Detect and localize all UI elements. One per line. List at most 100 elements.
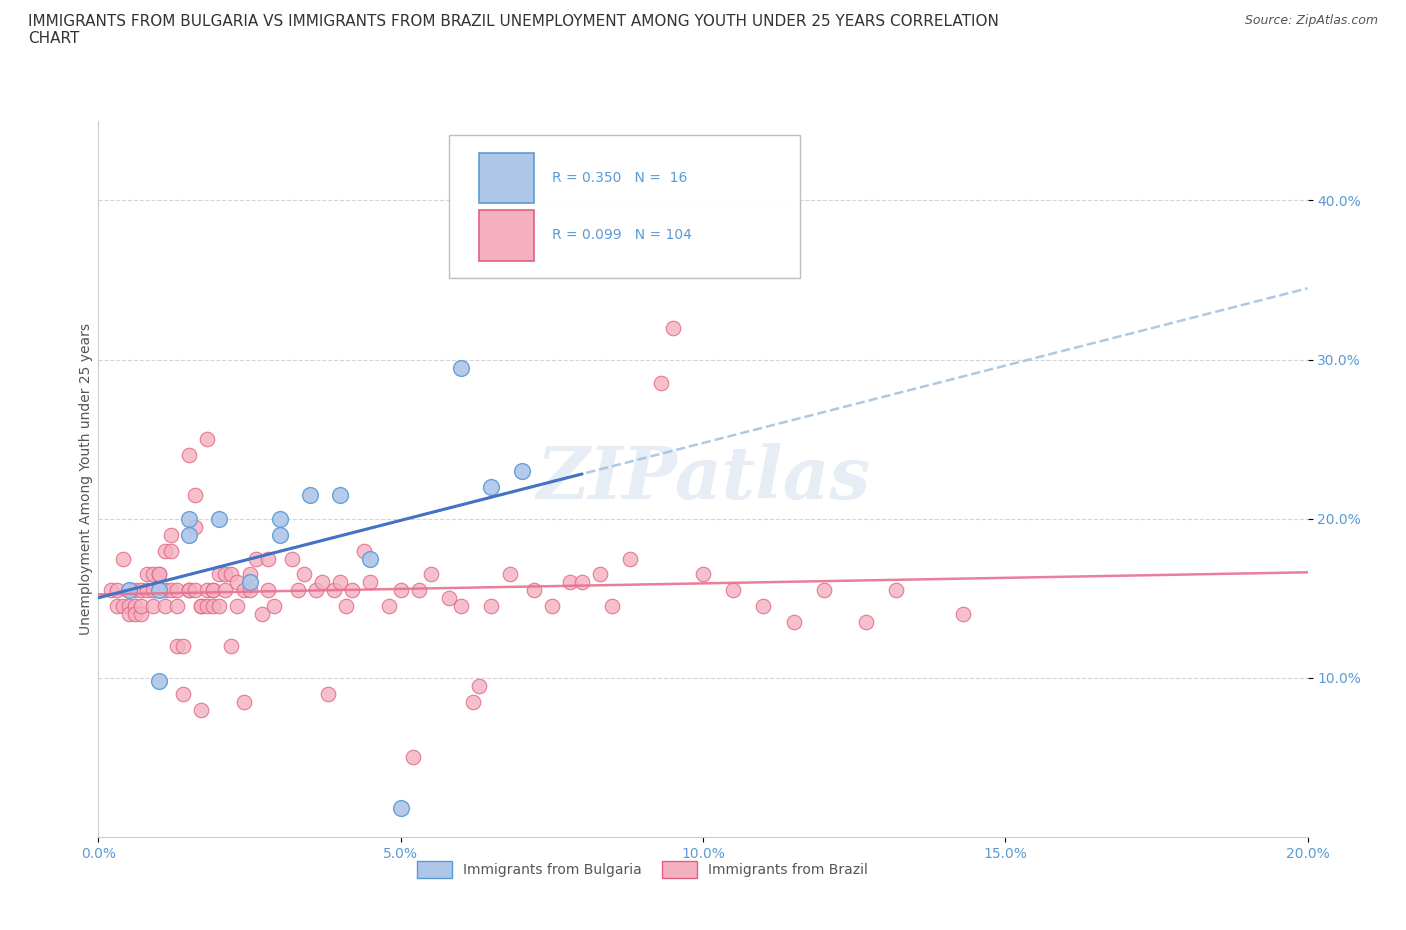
Point bbox=[360, 551, 382, 566]
Point bbox=[179, 527, 201, 542]
Point bbox=[148, 673, 170, 688]
Point bbox=[342, 583, 364, 598]
Point bbox=[118, 583, 141, 598]
Point bbox=[952, 606, 974, 621]
Point bbox=[468, 678, 491, 693]
Point bbox=[179, 512, 201, 526]
Point bbox=[250, 606, 273, 621]
Point bbox=[148, 567, 170, 582]
Point bbox=[269, 512, 291, 526]
Point bbox=[202, 583, 225, 598]
Point bbox=[540, 599, 562, 614]
Point bbox=[111, 599, 134, 614]
Point bbox=[214, 567, 236, 582]
Point bbox=[129, 599, 152, 614]
Point bbox=[166, 639, 188, 654]
Point bbox=[650, 376, 672, 391]
Point bbox=[118, 599, 141, 614]
Point bbox=[450, 360, 472, 375]
Point bbox=[135, 567, 157, 582]
Text: ZIPatlas: ZIPatlas bbox=[536, 444, 870, 514]
Legend: Immigrants from Bulgaria, Immigrants from Brazil: Immigrants from Bulgaria, Immigrants fro… bbox=[412, 856, 873, 884]
Point bbox=[195, 583, 218, 598]
Text: Source: ZipAtlas.com: Source: ZipAtlas.com bbox=[1244, 14, 1378, 27]
Point bbox=[166, 583, 188, 598]
Point bbox=[239, 567, 262, 582]
Point bbox=[692, 567, 714, 582]
Point bbox=[172, 686, 194, 701]
Point bbox=[292, 567, 315, 582]
Point bbox=[510, 463, 533, 478]
Point bbox=[184, 487, 207, 502]
Point bbox=[316, 686, 339, 701]
Point bbox=[377, 599, 399, 614]
Point bbox=[360, 575, 382, 590]
Point bbox=[142, 599, 165, 614]
Point bbox=[256, 551, 278, 566]
FancyBboxPatch shape bbox=[479, 153, 534, 204]
Point bbox=[329, 487, 352, 502]
Point bbox=[402, 750, 425, 764]
Point bbox=[179, 583, 201, 598]
Point bbox=[148, 583, 170, 598]
Point bbox=[184, 519, 207, 534]
Point bbox=[232, 695, 254, 710]
Point bbox=[118, 583, 141, 598]
Point bbox=[450, 599, 472, 614]
Point bbox=[245, 551, 267, 566]
Point bbox=[437, 591, 460, 605]
Point bbox=[602, 599, 624, 614]
Point bbox=[226, 599, 249, 614]
Point bbox=[202, 583, 225, 598]
Point bbox=[124, 606, 146, 621]
Point bbox=[118, 606, 141, 621]
Point bbox=[571, 575, 593, 590]
Point bbox=[886, 583, 908, 598]
Point bbox=[232, 583, 254, 598]
Point bbox=[153, 599, 176, 614]
Point bbox=[166, 599, 188, 614]
Point bbox=[190, 702, 212, 717]
Point bbox=[813, 583, 835, 598]
Point bbox=[129, 606, 152, 621]
Point bbox=[323, 583, 346, 598]
Point bbox=[389, 801, 412, 816]
Point bbox=[195, 599, 218, 614]
Point bbox=[160, 543, 183, 558]
Point bbox=[661, 320, 683, 335]
Point bbox=[153, 583, 176, 598]
Point bbox=[190, 599, 212, 614]
Y-axis label: Unemployment Among Youth under 25 years: Unemployment Among Youth under 25 years bbox=[79, 323, 93, 635]
Point bbox=[498, 567, 520, 582]
Point bbox=[208, 567, 231, 582]
FancyBboxPatch shape bbox=[479, 210, 534, 260]
Point bbox=[202, 599, 225, 614]
Point bbox=[214, 583, 236, 598]
Point bbox=[208, 512, 231, 526]
Point bbox=[226, 575, 249, 590]
FancyBboxPatch shape bbox=[449, 135, 800, 278]
Point bbox=[523, 583, 546, 598]
Text: R = 0.099   N = 104: R = 0.099 N = 104 bbox=[551, 229, 692, 243]
Point bbox=[142, 583, 165, 598]
Point bbox=[305, 583, 328, 598]
Point bbox=[239, 583, 262, 598]
Point bbox=[420, 567, 443, 582]
Point bbox=[256, 583, 278, 598]
Point bbox=[558, 575, 581, 590]
Point bbox=[142, 567, 165, 582]
Point bbox=[184, 583, 207, 598]
Point bbox=[190, 599, 212, 614]
Point bbox=[263, 599, 285, 614]
Point bbox=[311, 575, 333, 590]
Point bbox=[153, 543, 176, 558]
Point bbox=[589, 567, 612, 582]
Point bbox=[481, 480, 503, 495]
Point bbox=[335, 599, 357, 614]
Point bbox=[208, 599, 231, 614]
Point bbox=[299, 487, 322, 502]
Point bbox=[752, 599, 775, 614]
Point bbox=[353, 543, 375, 558]
Point bbox=[619, 551, 641, 566]
Point bbox=[329, 575, 352, 590]
